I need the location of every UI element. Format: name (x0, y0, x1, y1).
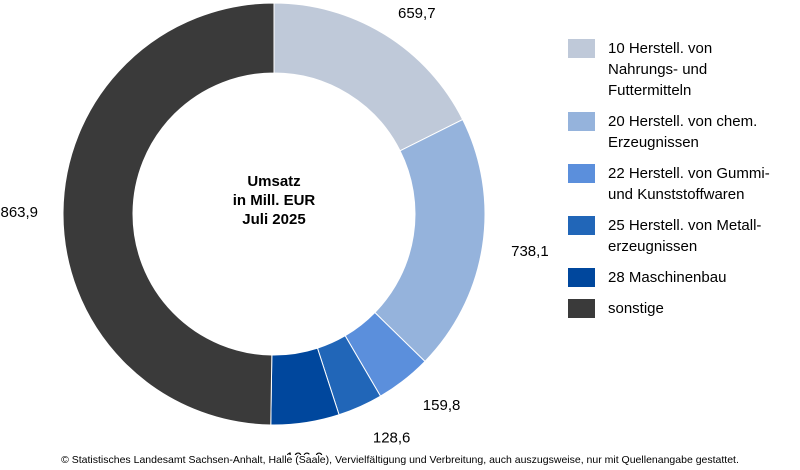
legend-label-line: sonstige (608, 300, 664, 317)
slice-2 (374, 118, 486, 363)
center-title-line-2: in Mill. EUR (233, 192, 316, 209)
center-title-line-1: Umsatz (247, 173, 300, 190)
center-title-line-3: Juli 2025 (242, 211, 305, 228)
value-label-3: 159,8 (423, 397, 461, 414)
legend-item-4: 25 Herstell. von Metall-erzeugnissen (568, 215, 798, 257)
value-label-4: 128,6 (373, 430, 411, 447)
donut-value-labels: 659,7 738,1 159,8 128,6 196,0 1.863,9 (0, 5, 549, 455)
legend-label-line: erzeugnissen (608, 238, 698, 255)
donut-chart: 659,7 738,1 159,8 128,6 196,0 1.863,9 Umsatz i… (0, 2, 549, 455)
legend-item-6: sonstige (568, 298, 798, 319)
legend-label-line: 28 Maschinenbau (608, 269, 727, 286)
donut-center-title: Umsatz in Mill. EUR Juli 2025 (233, 173, 316, 228)
value-label-1: 659,7 (398, 5, 436, 22)
slice-1 (273, 2, 464, 152)
value-label-6: 1.863,9 (0, 204, 38, 221)
legend-item-1: 10 Herstell. von Nahrungs- und Futtermitte… (568, 38, 798, 101)
slice-6 (62, 2, 275, 426)
chart-legend: 10 Herstell. von Nahrungs- und Futtermitte… (568, 38, 798, 329)
legend-item-5: 28 Maschinenbau (568, 267, 798, 288)
legend-swatch-6 (568, 299, 595, 318)
legend-swatch-2 (568, 112, 595, 131)
value-label-2: 738,1 (511, 243, 549, 260)
legend-label-line: 22 Herstell. von Gummi- (608, 165, 770, 182)
legend-swatch-5 (568, 268, 595, 287)
legend-label-line: und Kunststoffwaren (608, 186, 745, 203)
legend-swatch-3 (568, 164, 595, 183)
legend-item-2: 20 Herstell. von chem. Erzeugnissen (568, 111, 798, 153)
legend-label-line: Futtermitteln (608, 82, 692, 99)
legend-label-line: 25 Herstell. von Metall- (608, 217, 762, 234)
donut-slices (62, 2, 486, 426)
legend-label-line: 10 Herstell. von (608, 40, 713, 57)
legend-label-line: 20 Herstell. von chem. (608, 113, 758, 130)
legend-item-3: 22 Herstell. von Gummi-und Kunststoffwar… (568, 163, 798, 205)
value-label-5: 196,0 (286, 449, 324, 455)
legend-swatch-1 (568, 39, 595, 58)
legend-swatch-4 (568, 216, 595, 235)
copyright-footer: © Statistisches Landesamt Sachsen-Anhalt… (61, 454, 739, 466)
legend-label-line: Erzeugnissen (608, 134, 699, 151)
legend-label-line: Nahrungs- und (608, 61, 708, 78)
